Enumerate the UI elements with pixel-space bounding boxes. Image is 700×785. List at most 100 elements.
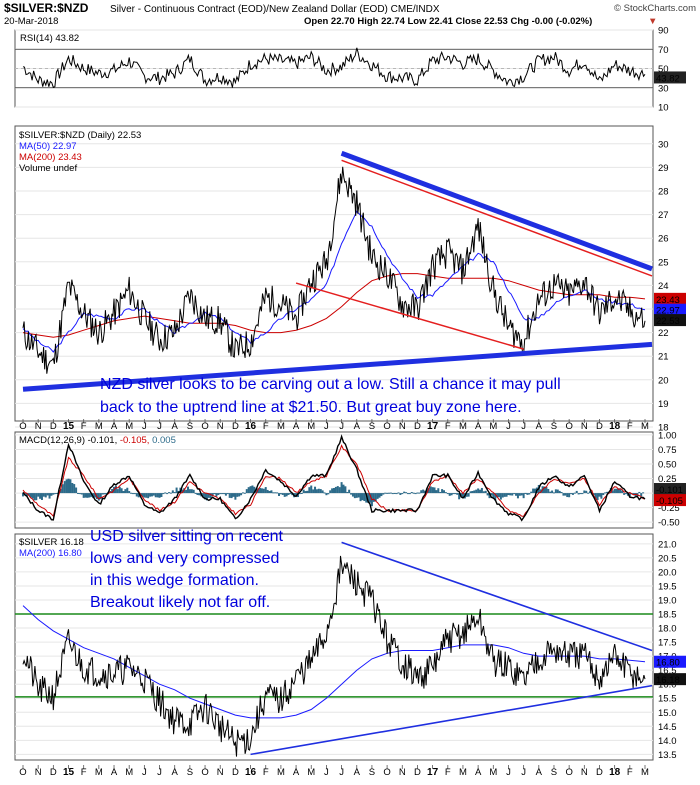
macd-hist-bar	[329, 490, 332, 494]
macd-hist-bar	[279, 493, 282, 495]
macd-hist-bar	[281, 493, 284, 495]
month-label: O	[19, 421, 26, 432]
macd-hist-bar	[424, 490, 427, 494]
macd-hist-bar	[133, 493, 136, 495]
macd-hist-bar	[39, 493, 42, 499]
macd-hist-bar	[249, 486, 252, 494]
macd-hist-bar	[573, 492, 576, 494]
macd-hist-bar	[496, 493, 499, 498]
month-label: A	[293, 767, 300, 778]
macd-hist-bar	[441, 489, 444, 494]
month-label: M	[307, 421, 315, 432]
macd-hist-bar	[363, 493, 366, 502]
macd-hist-bar	[465, 493, 468, 497]
macd-tag-a-bg	[654, 483, 686, 496]
rsi-label: RSI(14) 43.82	[20, 33, 79, 44]
macd-hist-bar	[44, 493, 47, 498]
month-label: M	[459, 767, 467, 778]
macd-hist-bar	[516, 493, 519, 499]
macd-hist-bar	[482, 491, 485, 494]
macd-hist-bar	[186, 486, 189, 494]
month-label: J	[506, 767, 511, 778]
usd-uptrend-line	[250, 684, 653, 756]
macd-hist-bar	[511, 493, 514, 496]
nzd-tick: 30	[658, 139, 669, 150]
macd-tag-b-bg	[654, 494, 686, 507]
usd-tick: 17.5	[658, 638, 677, 649]
macd-hist-bar	[410, 492, 413, 494]
macd-hist-bar	[418, 492, 421, 494]
macd-hist-bar	[387, 492, 390, 494]
macd-hist-bar	[173, 492, 176, 494]
nzd-close-tag: 22.53	[656, 316, 680, 327]
macd-hist-bar	[367, 493, 370, 503]
macd-hist-bar	[103, 493, 106, 495]
usd-annotation-line4: Breakout likely not far off.	[90, 594, 270, 611]
month-label: S	[369, 421, 375, 432]
usd-ma200-tag-bg	[654, 655, 686, 668]
macd-hist-bar	[131, 493, 134, 495]
month-label: A	[536, 767, 543, 778]
macd-hist-bar	[276, 492, 279, 494]
macd-hist-bar	[69, 479, 72, 494]
month-label: J	[324, 421, 329, 432]
macd-hist-bar	[638, 491, 641, 494]
year-label: 15	[63, 767, 75, 778]
month-label: S	[551, 421, 557, 432]
macd-hist-bar	[116, 489, 119, 494]
rsi-tick: 10	[658, 103, 669, 114]
nzd-price-line	[22, 166, 646, 374]
macd-hist-bar	[257, 488, 260, 494]
macd-signal-line	[22, 444, 646, 518]
macd-hist-bar	[160, 493, 163, 497]
macd-hist-bar	[469, 491, 472, 494]
macd-hist-bar	[285, 493, 288, 497]
usd-annotation-line1: USD silver sitting on recent	[90, 528, 284, 545]
macd-hist-bar	[240, 493, 243, 496]
usd-close-tag: 16.18	[656, 675, 680, 686]
macd-hist-bar	[592, 493, 595, 496]
month-label: M	[95, 421, 103, 432]
macd-hist-bar	[420, 490, 423, 494]
macd-hist-bar	[114, 485, 117, 494]
macd-hist-bar	[135, 493, 138, 497]
macd-hist-bar	[490, 493, 493, 496]
usd-tick: 19.0	[658, 595, 677, 606]
macd-hist-bar	[213, 493, 216, 495]
macd-hist-bar	[202, 493, 205, 497]
nzd-legend-ma50: MA(50) 22.97	[19, 141, 77, 152]
macd-hist-bar	[374, 493, 377, 502]
macd-hist-bar	[274, 492, 277, 494]
month-label: N	[581, 421, 588, 432]
macd-hist-bar	[505, 493, 508, 497]
macd-tick: -0.25	[658, 503, 680, 514]
macd-hist-bar	[334, 486, 337, 494]
macd-hist-bar	[221, 493, 224, 495]
macd-tick: 1.00	[658, 430, 677, 441]
usd-ma200-line	[22, 605, 646, 719]
macd-hist-bar	[168, 492, 171, 494]
macd-hist-bar	[82, 493, 85, 498]
macd-hist-bar	[539, 489, 542, 494]
macd-hist-bar	[408, 493, 411, 495]
usd-tick: 18.5	[658, 610, 677, 621]
macd-hist-bar	[587, 492, 590, 494]
macd-hist-bar	[50, 493, 53, 496]
month-label: O	[201, 767, 208, 778]
year-label: 15	[63, 421, 75, 432]
month-label: J	[142, 421, 147, 432]
macd-hist-bar	[234, 493, 237, 500]
macd-hist-bar	[350, 493, 353, 495]
month-label: A	[293, 421, 300, 432]
macd-hist-bar	[215, 493, 218, 497]
macd-hist-bar	[524, 492, 527, 494]
macd-hist-bar	[393, 492, 396, 494]
chart-date: 20-Mar-2018	[4, 16, 58, 27]
chart-description: Silver - Continuous Contract (EOD)/New Z…	[110, 4, 440, 15]
macd-hist-bar	[162, 493, 165, 495]
year-label: 17	[427, 421, 439, 432]
macd-hist-bar	[42, 493, 45, 497]
macd-hist-bar	[29, 493, 32, 498]
macd-hist-bar	[378, 493, 381, 498]
